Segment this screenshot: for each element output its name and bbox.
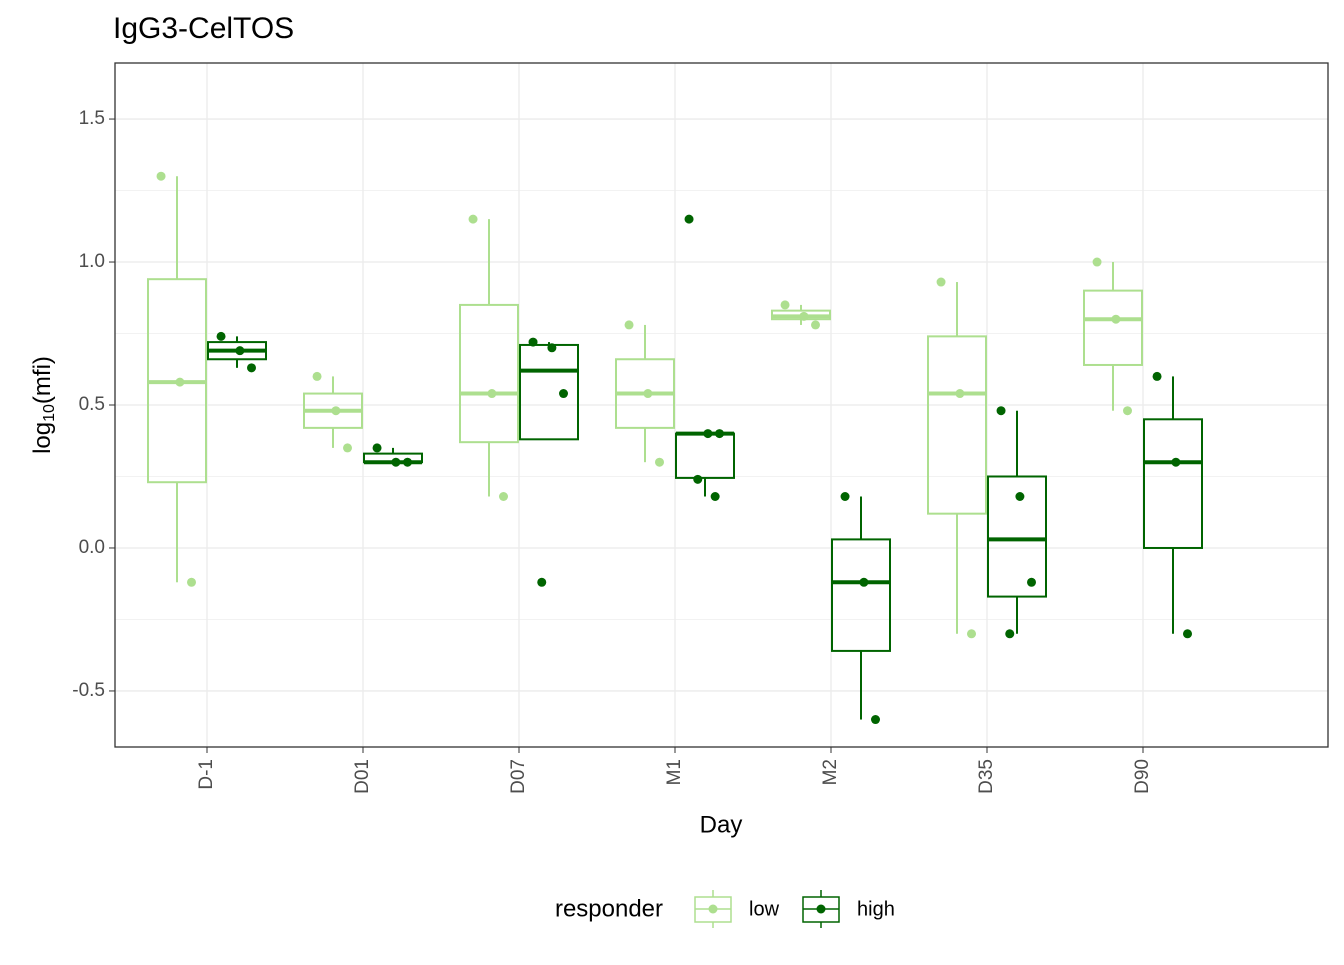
legend-key-point <box>708 904 718 914</box>
point <box>624 320 634 330</box>
point <box>811 320 820 330</box>
point <box>547 343 557 353</box>
box-group <box>147 171 207 587</box>
legend-key-point <box>816 904 826 914</box>
y-tick-label: 1.5 <box>79 108 105 129</box>
x-tick-label: D07 <box>508 759 529 794</box>
x-tick-label: D01 <box>352 759 373 794</box>
point <box>840 492 850 502</box>
box-group <box>1143 371 1203 639</box>
x-tick-label: D90 <box>1132 759 1153 794</box>
x-tick-label: M1 <box>664 759 685 785</box>
point <box>528 337 538 347</box>
x-tick-label: D-1 <box>196 759 217 790</box>
box <box>831 538 891 652</box>
point <box>1171 457 1181 467</box>
point <box>216 331 226 341</box>
point <box>1183 629 1192 639</box>
point <box>468 214 478 224</box>
box-group <box>675 214 735 502</box>
plot-border <box>114 62 1329 748</box>
point <box>1015 492 1025 502</box>
point <box>235 346 245 356</box>
legend-label: low <box>749 898 780 920</box>
y-axis-label: log10(mfi) <box>29 356 58 454</box>
y-label-arg: (mfi) <box>29 356 56 404</box>
y-tick-label: -0.5 <box>72 680 105 701</box>
box <box>987 475 1047 598</box>
point <box>499 492 508 502</box>
point <box>715 429 724 439</box>
point <box>1152 371 1162 381</box>
point <box>312 371 322 381</box>
point <box>859 577 869 587</box>
box-group <box>459 214 519 502</box>
point <box>693 474 703 484</box>
point <box>391 457 401 467</box>
point <box>403 457 412 467</box>
point <box>559 389 568 399</box>
box <box>459 303 519 444</box>
point <box>684 214 694 224</box>
point <box>955 389 965 399</box>
box-group <box>519 337 579 587</box>
x-tick-label: M2 <box>820 759 841 785</box>
chart-title: IgG3-CelTOS <box>113 12 294 45</box>
box-group <box>303 371 363 453</box>
box-group <box>363 443 423 467</box>
point <box>247 363 256 373</box>
point <box>655 457 664 467</box>
box-group <box>1083 257 1143 416</box>
point <box>372 443 382 453</box>
x-tick-label: D35 <box>976 759 997 794</box>
y-tick-label: 0.0 <box>79 537 105 558</box>
legend-label: high <box>857 898 895 920</box>
point <box>343 443 352 453</box>
point <box>175 377 185 387</box>
point <box>1027 577 1036 587</box>
box-group <box>771 300 831 330</box>
y-tick-label: 1.0 <box>79 251 105 272</box>
point <box>871 715 880 725</box>
y-tick-label: 0.5 <box>79 394 105 415</box>
point <box>996 406 1006 416</box>
x-axis-label: Day <box>700 811 743 838</box>
point <box>643 389 653 399</box>
box <box>1083 289 1143 366</box>
point <box>537 577 547 587</box>
y-label-sub: 10 <box>41 404 58 422</box>
point <box>703 429 713 439</box>
box <box>1143 418 1203 549</box>
point <box>156 171 166 181</box>
point <box>1005 629 1015 639</box>
point <box>331 406 341 416</box>
point <box>1123 406 1132 416</box>
box-group <box>927 277 987 639</box>
point <box>710 492 720 502</box>
point <box>799 311 809 321</box>
point <box>1111 314 1121 324</box>
box-group <box>831 492 891 725</box>
box-group <box>207 331 267 373</box>
box-group <box>615 320 675 467</box>
box <box>927 335 987 515</box>
box-group <box>987 406 1047 639</box>
point <box>1092 257 1102 267</box>
point <box>487 389 497 399</box>
point <box>936 277 946 287</box>
point <box>967 629 976 639</box>
y-label-base: log <box>29 422 56 454</box>
point <box>780 300 790 310</box>
point <box>187 577 196 587</box>
legend-title: responder <box>555 895 663 922</box>
